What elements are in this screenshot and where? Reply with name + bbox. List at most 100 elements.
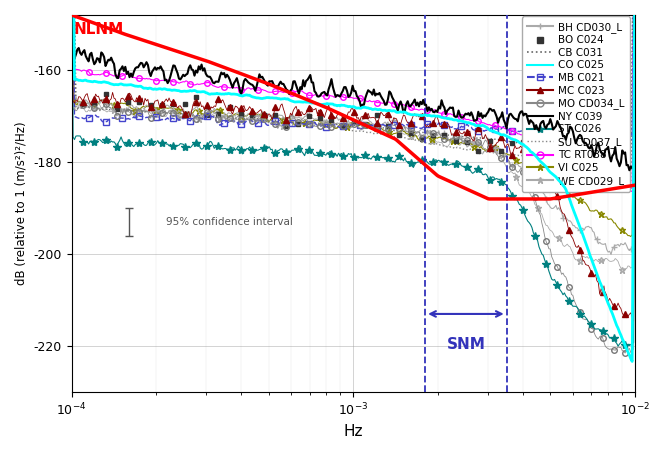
BO C024 xyxy=(251,106,259,112)
NY C039 xyxy=(291,79,299,84)
MO CD034_L xyxy=(291,116,299,121)
VI C025 xyxy=(477,144,485,149)
CO C025 xyxy=(136,84,144,89)
BH CD030_L xyxy=(422,128,430,133)
MB C021 xyxy=(291,121,299,126)
X-axis label: Hz: Hz xyxy=(344,424,363,439)
MO CD034_L xyxy=(422,130,430,135)
Line: SU CD037_L: SU CD037_L xyxy=(72,0,635,183)
MB C021 xyxy=(474,128,482,133)
Line: MC C023: MC C023 xyxy=(69,0,638,324)
SU CD037_L xyxy=(477,148,485,153)
Line: MB C021: MB C021 xyxy=(69,0,638,140)
ST C026 xyxy=(622,344,630,349)
MC C023 xyxy=(136,95,144,101)
Line: MO CD034_L: MO CD034_L xyxy=(69,0,638,356)
MB C021 xyxy=(136,113,144,118)
Text: NLNM: NLNM xyxy=(74,22,124,37)
MO CD034_L xyxy=(621,350,629,356)
CO C025 xyxy=(291,99,299,105)
Line: WE CD029_L: WE CD029_L xyxy=(68,0,638,274)
Line: BH CD030_L: BH CD030_L xyxy=(68,0,638,258)
MB C021 xyxy=(251,120,259,125)
MC C023 xyxy=(422,124,430,130)
ST C026 xyxy=(477,169,485,174)
CO C025 xyxy=(422,112,430,118)
Line: CB C031: CB C031 xyxy=(72,0,635,162)
VI C025 xyxy=(291,123,299,128)
BH CD030_L xyxy=(136,108,144,114)
CO C025 xyxy=(474,123,482,128)
VI C025 xyxy=(422,135,430,141)
WE CD029_L xyxy=(618,267,626,273)
CO C025 xyxy=(628,359,636,364)
NY C039 xyxy=(251,88,259,94)
MB C021 xyxy=(477,128,485,134)
BO C024 xyxy=(136,99,144,105)
SU CD037_L xyxy=(136,109,144,115)
MC C023 xyxy=(291,105,299,111)
ST C026 xyxy=(474,166,482,172)
WE CD029_L xyxy=(251,119,259,125)
MC C023 xyxy=(477,129,485,135)
MC C023 xyxy=(251,110,259,116)
WE CD029_L xyxy=(474,148,482,153)
WE CD029_L xyxy=(136,106,144,112)
BH CD030_L xyxy=(607,252,615,257)
CB C031 xyxy=(422,130,430,135)
Text: SNM: SNM xyxy=(446,337,485,352)
CB C031 xyxy=(136,109,144,114)
ST C026 xyxy=(291,147,299,153)
CB C031 xyxy=(474,135,482,140)
NY C039 xyxy=(477,110,485,116)
SU CD037_L xyxy=(251,117,259,123)
TC RT038 xyxy=(251,88,259,94)
BO C024 xyxy=(477,139,485,145)
ST C026 xyxy=(136,140,144,146)
SU CD037_L xyxy=(474,147,482,153)
MO CD034_L xyxy=(477,143,485,148)
MB C021 xyxy=(422,122,430,128)
Y-axis label: dB (relative to 1 (m/s²)²/Hz): dB (relative to 1 (m/s²)²/Hz) xyxy=(15,122,28,286)
NY C039 xyxy=(136,62,144,68)
WE CD029_L xyxy=(291,116,299,121)
BO C024 xyxy=(474,148,482,154)
Line: NY C039: NY C039 xyxy=(72,0,635,170)
VI C025 xyxy=(627,234,635,239)
CB C031 xyxy=(477,135,485,140)
ST C026 xyxy=(422,158,430,163)
MO CD034_L xyxy=(251,113,259,118)
MC C023 xyxy=(474,125,482,131)
WE CD029_L xyxy=(422,134,430,140)
TC RT038 xyxy=(474,118,482,123)
TC RT038 xyxy=(477,119,485,125)
BO C024 xyxy=(620,181,628,186)
CB C031 xyxy=(251,116,259,122)
NY C039 xyxy=(625,168,633,173)
MB C021 xyxy=(624,134,632,140)
Line: BO C024: BO C024 xyxy=(70,0,637,186)
Line: ST C026: ST C026 xyxy=(67,0,639,350)
SU CD037_L xyxy=(422,140,430,146)
CB C031 xyxy=(625,159,633,165)
MC C023 xyxy=(630,318,638,324)
TC RT038 xyxy=(628,186,636,191)
SU CD037_L xyxy=(291,122,299,127)
ST C026 xyxy=(631,4,639,9)
Line: TC RT038: TC RT038 xyxy=(69,0,638,191)
VI C025 xyxy=(136,106,144,112)
VI C025 xyxy=(474,143,482,149)
BH CD030_L xyxy=(474,140,482,146)
VI C025 xyxy=(251,110,259,116)
Legend: BH CD030_L, BO C024, CB C031, CO C025, MB C021, MC C023, MO CD034_L, NY C039, ST: BH CD030_L, BO C024, CB C031, CO C025, M… xyxy=(521,16,630,192)
Text: 95% confidence interval: 95% confidence interval xyxy=(166,217,293,227)
BH CD030_L xyxy=(291,115,299,120)
BH CD030_L xyxy=(251,113,259,118)
ST C026 xyxy=(251,149,259,154)
TC RT038 xyxy=(422,107,430,112)
MO CD034_L xyxy=(631,7,639,12)
BH CD030_L xyxy=(477,142,485,147)
MO CD034_L xyxy=(474,139,482,145)
TC RT038 xyxy=(291,89,299,95)
Line: CO C025: CO C025 xyxy=(72,0,635,361)
